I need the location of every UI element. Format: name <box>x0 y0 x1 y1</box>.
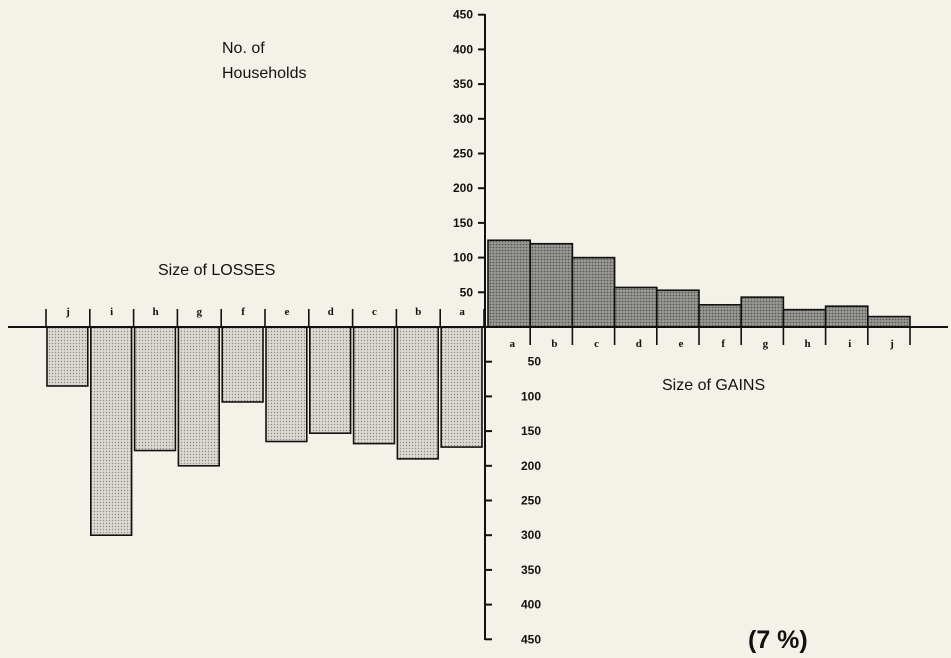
loss-bar-f <box>221 326 264 403</box>
gain-bar-i <box>824 305 869 328</box>
loss-cat-label-f: f <box>241 306 245 318</box>
loss-bar-e <box>265 326 308 443</box>
y-tick-label-up-50: 50 <box>460 285 474 299</box>
gain-cat-label-b: b <box>551 338 557 350</box>
loss-bar-a <box>440 326 483 448</box>
y-tick-label-down-150: 150 <box>521 424 541 438</box>
loss-bar-c <box>352 326 396 445</box>
y-tick-label-down-250: 250 <box>521 494 541 508</box>
y-tick-label-down-300: 300 <box>521 528 541 542</box>
loss-bar-d <box>308 326 352 434</box>
y-tick-label-down-200: 200 <box>521 459 541 473</box>
losses-axis-label: Size of LOSSES <box>158 262 275 279</box>
y-axis-label-line1: No. of <box>222 40 265 57</box>
gain-cat-label-d: d <box>636 338 642 350</box>
loss-bar-i <box>90 326 133 536</box>
percent-note: (7 %) <box>748 626 808 654</box>
y-tick-label-down-450: 450 <box>521 632 541 646</box>
gain-bar-a <box>487 239 532 328</box>
gain-cat-label-i: i <box>848 338 851 350</box>
y-tick-label-up-450: 450 <box>453 8 473 22</box>
gain-cat-label-a: a <box>509 338 515 350</box>
loss-cat-label-e: e <box>284 306 289 318</box>
gain-cat-label-g: g <box>763 338 769 350</box>
y-tick-label-up-400: 400 <box>453 42 473 56</box>
gain-bar-g <box>740 296 785 328</box>
y-tick-label-up-100: 100 <box>453 251 473 265</box>
loss-bar-j <box>46 326 89 387</box>
gain-bar-h <box>782 308 827 328</box>
y-tick-label-up-300: 300 <box>453 112 473 126</box>
y-axis-label-line2: Households <box>222 65 307 82</box>
y-tick-label-down-50: 50 <box>528 355 542 369</box>
loss-cat-label-g: g <box>197 306 203 318</box>
loss-cat-label-j: j <box>65 306 70 318</box>
gain-cat-label-h: h <box>805 338 811 350</box>
loss-bar-h <box>133 326 177 452</box>
loss-cat-label-c: c <box>372 306 377 318</box>
y-tick-label-up-150: 150 <box>453 216 473 230</box>
gain-bar-e <box>655 289 700 328</box>
loss-cat-label-b: b <box>415 306 421 318</box>
loss-bar-b <box>396 326 439 460</box>
gain-cat-label-j: j <box>889 338 894 350</box>
loss-cat-label-i: i <box>110 306 113 318</box>
y-tick-label-up-200: 200 <box>453 181 473 195</box>
y-tick-label-down-400: 400 <box>521 598 541 612</box>
gain-bar-c <box>571 256 616 328</box>
gain-bar-j <box>866 315 911 328</box>
gain-bar-b <box>529 242 574 328</box>
gain-bar-f <box>698 303 743 328</box>
y-tick-label-up-250: 250 <box>453 147 473 161</box>
gain-cat-label-c: c <box>594 338 599 350</box>
y-tick-label-down-100: 100 <box>521 389 541 403</box>
gains-axis-label: Size of GAINS <box>662 377 765 394</box>
gain-bar-d <box>613 286 658 328</box>
loss-cat-label-d: d <box>328 306 334 318</box>
gain-cat-label-f: f <box>721 338 725 350</box>
loss-cat-label-h: h <box>152 306 158 318</box>
y-tick-label-up-350: 350 <box>453 77 473 91</box>
loss-bar-g <box>177 326 220 467</box>
gain-cat-label-e: e <box>679 338 684 350</box>
loss-cat-label-a: a <box>459 306 465 318</box>
y-tick-label-down-350: 350 <box>521 563 541 577</box>
